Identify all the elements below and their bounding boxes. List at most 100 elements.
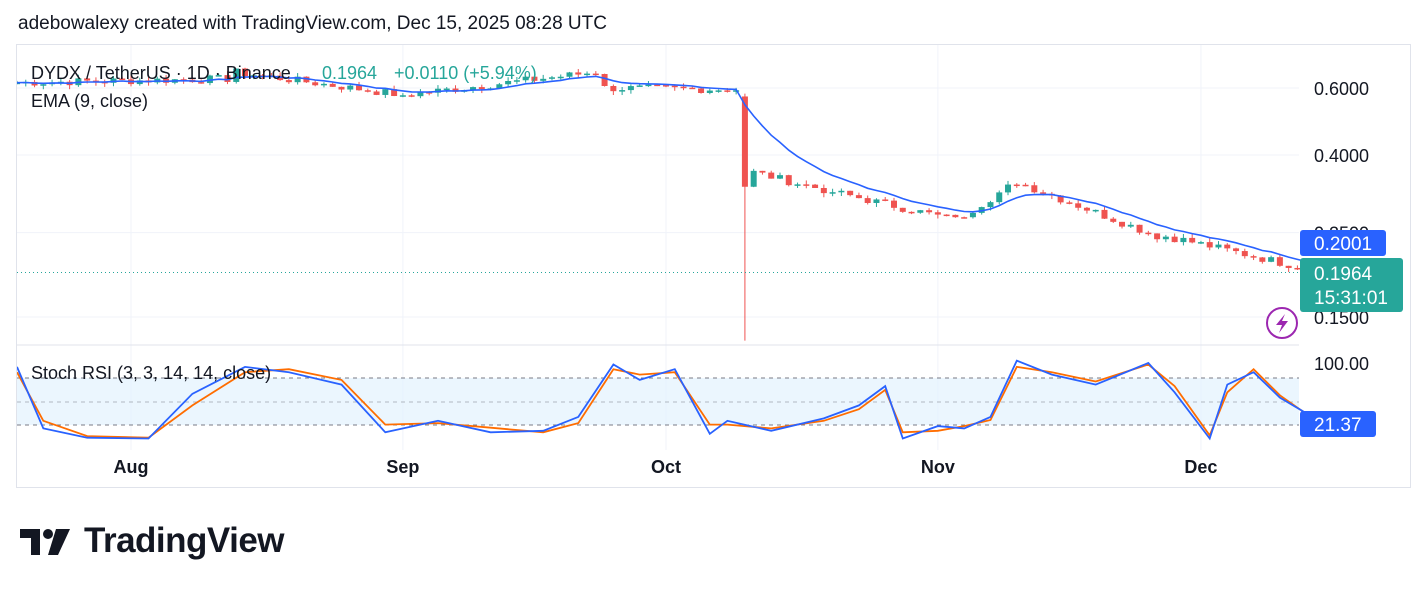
candle-body <box>952 214 959 218</box>
legend-symbol: DYDX / TetherUS · 1D · Binance <box>31 63 291 83</box>
ema-price-badge: 0.2001 <box>1300 230 1386 256</box>
candle-body <box>557 76 564 79</box>
candle-body <box>14 82 20 85</box>
candle-body <box>899 207 906 212</box>
candle-body <box>1241 251 1248 257</box>
candle-body <box>1154 233 1161 240</box>
candle-body <box>206 75 213 84</box>
candle-body <box>364 90 371 92</box>
candle-body <box>1075 203 1082 208</box>
candle-body <box>943 214 950 217</box>
stoch-value-badge: 21.37 <box>1300 411 1376 437</box>
candle-body <box>40 84 47 86</box>
candle-body <box>1276 257 1283 266</box>
candle-body <box>820 188 827 194</box>
candle-body <box>1215 244 1222 248</box>
candle-body <box>1145 232 1152 235</box>
candle-body <box>803 184 810 186</box>
bar-countdown: 15:31:01 <box>1314 288 1388 309</box>
candle-body <box>1250 256 1257 258</box>
price-axis-tick: 0.1500 <box>1314 308 1369 328</box>
candle-body <box>882 199 889 201</box>
candle-body <box>654 84 661 87</box>
candle-body <box>285 80 292 83</box>
candle-body <box>601 74 608 87</box>
candle-body <box>741 96 748 187</box>
candle-body <box>961 217 968 219</box>
legend-ema-label: EMA (9, close) <box>31 91 148 111</box>
candle-body <box>794 184 801 186</box>
candle-body <box>1092 209 1099 212</box>
candle-body <box>996 192 1003 203</box>
candle-body <box>505 81 512 85</box>
stoch-axis-100: 100.00 <box>1314 354 1369 374</box>
candle-body <box>1233 248 1240 252</box>
candle-body <box>592 73 599 76</box>
ema-price-value: 0.2001 <box>1314 234 1372 255</box>
candle-body <box>470 87 477 91</box>
candle-body <box>198 82 205 84</box>
candle-body <box>838 190 845 193</box>
candle-body <box>873 199 880 203</box>
candle-body <box>908 211 915 214</box>
chart-credit: adebowalexy created with TradingView.com… <box>18 13 607 34</box>
candle-body <box>1294 267 1301 270</box>
candle-body <box>575 72 582 75</box>
candle-body <box>347 85 354 90</box>
candle-body <box>776 175 783 179</box>
time-axis-tick: Nov <box>921 457 955 477</box>
candle-body <box>242 68 249 77</box>
candles <box>14 67 1327 341</box>
time-axis-tick: Sep <box>386 457 419 477</box>
candle-body <box>698 88 705 93</box>
candle-body <box>1197 242 1204 244</box>
stoch-value: 21.37 <box>1314 415 1362 436</box>
candle-body <box>1224 244 1231 249</box>
candle-body <box>1206 242 1213 248</box>
candle-body <box>926 210 933 213</box>
candle-body <box>320 83 327 86</box>
candle-body <box>84 78 91 81</box>
candle-body <box>812 184 819 189</box>
candle-body <box>1119 221 1126 227</box>
time-axis-tick: Dec <box>1184 457 1217 477</box>
candle-body <box>1040 192 1047 194</box>
candle-body <box>1259 257 1266 262</box>
tradingview-wordmark: TradingView <box>84 521 285 560</box>
lightning-icon[interactable] <box>1266 307 1298 339</box>
chart-canvas[interactable]: DYDX / TetherUS · 1D · Binance 0.1964 +0… <box>14 45 1412 489</box>
candle-body <box>215 75 222 77</box>
candle-body <box>1180 237 1187 243</box>
candle-body <box>417 92 424 97</box>
candle-body <box>934 212 941 215</box>
candle-body <box>233 68 240 82</box>
candle-body <box>662 85 669 87</box>
candle-body <box>1013 184 1020 187</box>
candle-body <box>373 91 380 95</box>
candle-body <box>136 80 143 85</box>
ema-line <box>16 75 1325 271</box>
candle-body <box>329 83 336 87</box>
candle-body <box>1189 237 1196 243</box>
candle-body <box>338 86 345 90</box>
candle-body <box>715 90 722 92</box>
candle-body <box>1268 257 1275 262</box>
candle-body <box>224 75 231 82</box>
candle-body <box>1066 202 1073 204</box>
candle-body <box>1136 224 1143 233</box>
candle-body <box>496 84 503 89</box>
candle-body <box>1162 236 1169 240</box>
candle-body <box>1031 185 1038 193</box>
candle-body <box>750 170 757 187</box>
candle-body <box>768 172 775 179</box>
last-price-badge: 0.1964 15:31:01 <box>1300 258 1403 312</box>
candle-body <box>408 95 415 97</box>
legend-change: +0.0110 (+5.94%) <box>394 63 537 83</box>
candle-body <box>452 88 459 92</box>
candle-body <box>1110 218 1117 222</box>
tradingview-logo: TradingView <box>20 521 285 561</box>
candle-body <box>1127 224 1134 227</box>
candle-body <box>513 80 520 82</box>
chart-frame[interactable]: DYDX / TetherUS · 1D · Binance 0.1964 +0… <box>14 44 1412 489</box>
price-axis-tick: 0.6000 <box>1314 79 1369 99</box>
